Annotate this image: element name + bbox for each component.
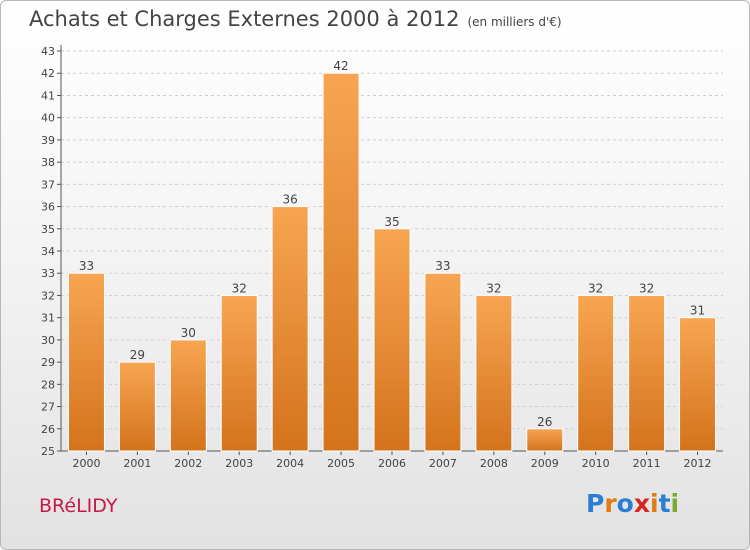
y-tick-label: 36 — [41, 201, 55, 214]
y-tick-label: 25 — [41, 445, 55, 458]
logo-letter: x — [633, 489, 650, 518]
x-tick-label-2006: 2006 — [378, 457, 406, 470]
logo-letter: i — [650, 489, 659, 518]
bar-2006 — [373, 228, 411, 452]
bar-2008 — [475, 294, 513, 452]
value-label-2007: 33 — [435, 259, 450, 273]
y-tick-label: 33 — [41, 267, 55, 280]
x-tick-label-2003: 2003 — [225, 457, 253, 470]
bar-2004 — [271, 206, 309, 452]
value-label-2012: 31 — [690, 304, 705, 318]
y-tick-label: 26 — [41, 423, 55, 436]
y-tick-label: 40 — [41, 112, 55, 125]
city-name: BRéLIDY — [39, 495, 118, 517]
bar-2003 — [220, 294, 258, 452]
value-label-2008: 32 — [486, 281, 501, 295]
value-label-2002: 30 — [181, 326, 196, 340]
bar-2007 — [424, 272, 462, 452]
value-label-2009: 26 — [537, 415, 552, 429]
y-tick-label: 34 — [41, 245, 55, 258]
proxiti-logo: Proxiti — [586, 489, 679, 518]
chart-unit: (en milliers d'€) — [467, 15, 562, 29]
bar-2001 — [118, 361, 156, 452]
value-label-2003: 32 — [232, 281, 247, 295]
labels: 25 26 27 28 29 30 31 32 33 34 35 36 37 38 39 40 41 42 43 33… — [41, 45, 712, 470]
value-label-2001: 29 — [130, 348, 145, 362]
bar-2000 — [67, 272, 105, 452]
y-tick-label: 42 — [41, 67, 55, 80]
bar-2010 — [577, 294, 615, 452]
x-tick-label-2007: 2007 — [429, 457, 457, 470]
value-label-2005: 42 — [333, 59, 348, 73]
y-tick-label: 32 — [41, 289, 55, 302]
y-tick-label: 43 — [41, 45, 55, 58]
x-tick-label-2002: 2002 — [174, 457, 202, 470]
y-tick-label: 30 — [41, 334, 55, 347]
x-tick-label-2001: 2001 — [123, 457, 151, 470]
y-tick-label: 39 — [41, 134, 55, 147]
logo-letter: i — [670, 489, 680, 518]
value-label-2004: 36 — [283, 193, 298, 207]
y-tick-label: 41 — [41, 89, 55, 102]
x-tick-label-2009: 2009 — [531, 457, 559, 470]
x-tick-label-2012: 2012 — [684, 457, 712, 470]
bar-2005 — [322, 72, 360, 452]
value-label-2011: 32 — [639, 281, 654, 295]
y-tick-label: 27 — [41, 401, 55, 414]
y-tick-label: 35 — [41, 223, 55, 236]
bar-2002 — [169, 339, 207, 452]
value-label-2006: 35 — [384, 215, 399, 229]
bar-2012 — [679, 317, 717, 452]
bars — [67, 72, 717, 452]
y-tick-label: 29 — [41, 356, 55, 369]
x-tick-label-2005: 2005 — [327, 457, 355, 470]
x-tick-label-2011: 2011 — [633, 457, 661, 470]
value-label-2010: 32 — [588, 281, 603, 295]
chart-header: Achats et Charges Externes 2000 à 2012 (e… — [29, 7, 562, 31]
logo-letter: P — [586, 489, 605, 518]
y-tick-label: 38 — [41, 156, 55, 169]
chart-title: Achats et Charges Externes 2000 à 2012 — [29, 7, 460, 31]
x-tick-label-2010: 2010 — [582, 457, 610, 470]
bar-2009 — [526, 428, 564, 452]
y-tick-label: 37 — [41, 178, 55, 191]
logo-letter: r — [604, 489, 617, 518]
x-tick-label-2000: 2000 — [72, 457, 100, 470]
y-tick-label: 28 — [41, 378, 55, 391]
logo-letter: t — [658, 489, 671, 518]
value-label-2000: 33 — [79, 259, 94, 273]
bar-2011 — [628, 294, 666, 452]
x-tick-label-2004: 2004 — [276, 457, 304, 470]
x-tick-label-2008: 2008 — [480, 457, 508, 470]
logo-letter: o — [616, 489, 634, 518]
y-tick-label: 31 — [41, 312, 55, 325]
